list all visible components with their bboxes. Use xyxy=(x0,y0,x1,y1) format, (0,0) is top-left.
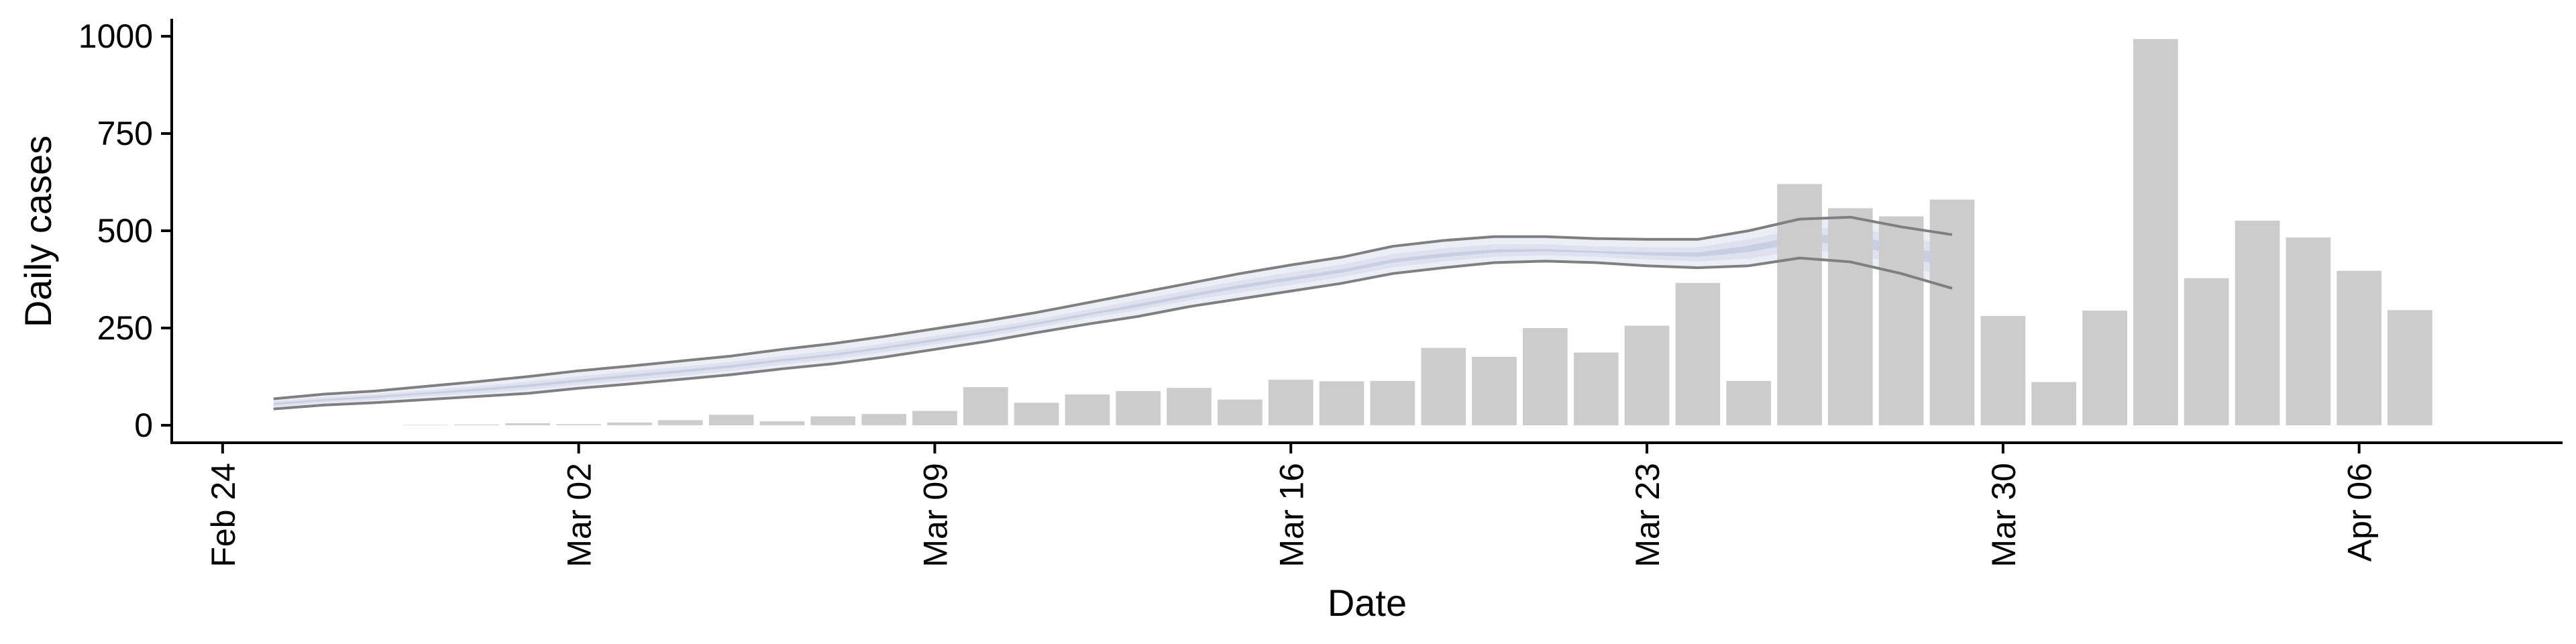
y-tick-label-0: 0 xyxy=(134,407,153,444)
x-tick-label-2020-03-23: Mar 23 xyxy=(1629,463,1666,568)
bar-2020-03-13 xyxy=(1116,390,1161,425)
bar-2020-04-01 xyxy=(2082,310,2127,425)
x-tick-label-2020-03-09: Mar 09 xyxy=(916,463,954,568)
x-tick-label-2020-03-30: Mar 30 xyxy=(1985,463,2023,568)
bar-2020-03-25 xyxy=(1726,380,1772,425)
band-upper-line xyxy=(273,215,1953,400)
bar-2020-03-26 xyxy=(1777,184,1822,425)
bar-2020-03-17 xyxy=(1319,381,1364,425)
bar-2020-04-04 xyxy=(2235,220,2280,425)
bar-2020-03-21 xyxy=(1523,328,1568,425)
x-tick-label-2020-03-02: Mar 02 xyxy=(561,463,598,568)
bar-2020-03-12 xyxy=(1065,394,1110,425)
bar-2020-03-06 xyxy=(759,421,805,425)
bar-2020-03-08 xyxy=(861,414,906,425)
x-tick-label-2020-03-16: Mar 16 xyxy=(1273,463,1310,568)
y-tick-label-500: 500 xyxy=(97,212,153,250)
bar-2020-04-05 xyxy=(2286,237,2331,425)
bar-2020-03-20 xyxy=(1472,356,1517,425)
y-axis-ticks: 0 250 500 750 1000 xyxy=(78,17,172,444)
bar-2020-03-18 xyxy=(1370,380,1415,425)
bar-2020-03-24 xyxy=(1675,282,1721,425)
bar-2020-03-30 xyxy=(1980,316,2026,425)
y-axis-title: Daily cases xyxy=(17,136,59,327)
daily-case-bars xyxy=(403,39,2432,425)
bar-2020-03-07 xyxy=(810,416,856,425)
y-tick-label-750: 750 xyxy=(97,115,153,152)
bar-2020-03-02 xyxy=(556,424,601,425)
bar-2020-03-01 xyxy=(505,423,551,425)
bar-2020-03-05 xyxy=(708,415,754,425)
bar-2020-03-14 xyxy=(1167,388,1212,425)
bar-2020-04-07 xyxy=(2387,310,2432,425)
y-tick-label-250: 250 xyxy=(97,309,153,347)
bar-2020-03-29 xyxy=(1929,199,1975,425)
bar-2020-03-04 xyxy=(657,420,703,425)
bar-2020-03-28 xyxy=(1878,216,1924,425)
bar-2020-03-16 xyxy=(1268,380,1313,425)
bar-2020-03-22 xyxy=(1573,352,1619,425)
bar-2020-03-31 xyxy=(2031,382,2076,425)
x-tick-label-2020-02-24: Feb 24 xyxy=(205,463,242,568)
bar-2020-04-06 xyxy=(2337,270,2381,425)
bar-2020-03-27 xyxy=(1828,208,1873,425)
estimate-outer-lines xyxy=(273,215,1953,411)
x-axis-title: Date xyxy=(1328,582,1407,624)
bar-2020-03-11 xyxy=(1014,402,1059,425)
bar-2020-03-09 xyxy=(912,411,957,425)
bar-2020-03-10 xyxy=(963,387,1008,425)
bar-2020-03-19 xyxy=(1421,347,1466,425)
bar-2020-03-15 xyxy=(1218,399,1263,425)
x-tick-label-2020-04-06: Apr 06 xyxy=(2341,463,2379,561)
x-axis-ticks: Feb 24 Mar 02 Mar 09 Mar 16 Mar 23 Mar 30 Apr … xyxy=(205,443,2379,568)
bar-2020-04-03 xyxy=(2184,278,2229,425)
bar-2020-03-03 xyxy=(607,422,652,425)
y-tick-label-1000: 1000 xyxy=(78,17,153,55)
bar-2020-04-02 xyxy=(2133,39,2178,425)
band-lower-line xyxy=(273,256,1953,411)
bar-2020-03-23 xyxy=(1624,325,1670,425)
